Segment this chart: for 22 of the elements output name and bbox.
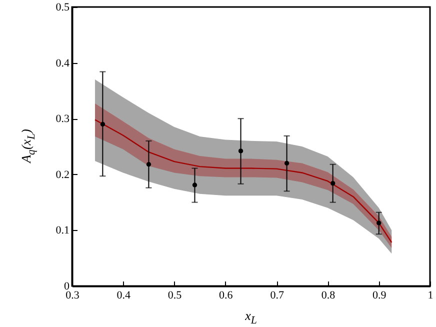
x-tick-label: 0.3 bbox=[66, 290, 80, 302]
x-tick-label: 0.5 bbox=[168, 290, 182, 302]
point bbox=[100, 122, 106, 127]
y-tick-label: 0.1 bbox=[56, 224, 70, 237]
x-tick-label: 0.4 bbox=[116, 290, 132, 302]
x-tick-label: 1 bbox=[428, 290, 434, 302]
x-tick-label: 0.6 bbox=[219, 290, 234, 302]
x-tick-label: 0.9 bbox=[372, 290, 387, 302]
y-tick-label: 0 bbox=[64, 280, 70, 292]
x-tick-label: 0.8 bbox=[321, 290, 336, 302]
point bbox=[376, 220, 382, 226]
x-tick-label: 0.7 bbox=[270, 290, 284, 302]
point bbox=[192, 182, 198, 188]
point bbox=[146, 162, 152, 167]
point bbox=[238, 148, 244, 154]
point bbox=[284, 160, 290, 166]
x-axis-title: x$_{L}$ bbox=[245, 308, 257, 327]
point bbox=[330, 180, 336, 186]
y-tick-label: 0.5 bbox=[56, 2, 70, 14]
y-tick-label: 0.2 bbox=[56, 168, 70, 181]
y-tick-label: 0.3 bbox=[56, 113, 70, 126]
y-tick-label: 0.4 bbox=[56, 57, 70, 70]
